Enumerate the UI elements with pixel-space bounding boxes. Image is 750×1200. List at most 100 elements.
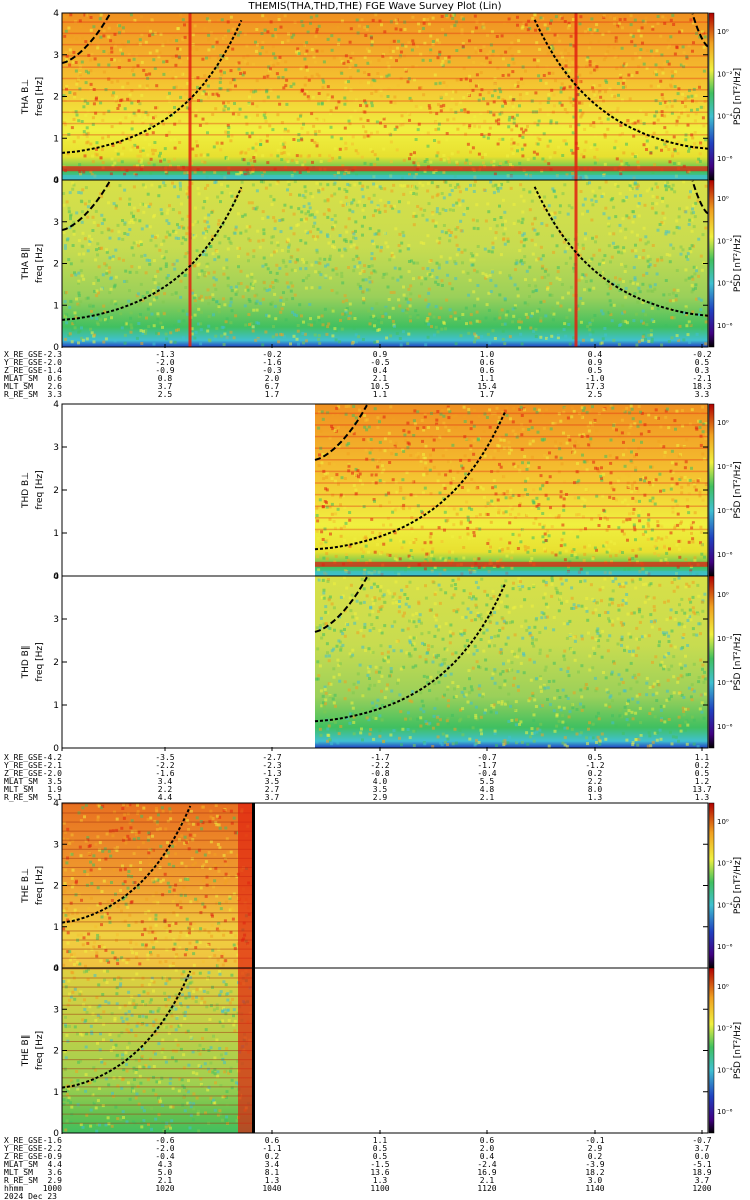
harmonic-line (62, 930, 252, 932)
y-tick-label: 2 (53, 486, 59, 496)
curve-left-dashed (61, 179, 112, 232)
curve (314, 583, 507, 723)
ephemeris-value: 0.4 (588, 350, 603, 359)
y-tick-label: 4 (53, 9, 59, 19)
spectrogram-panel-tha-par (61, 179, 715, 348)
data-gap-line (252, 968, 255, 1133)
ephemeris-value: 0.6 (48, 374, 63, 383)
ephemeris-value: 3.0 (588, 1176, 603, 1185)
panel-ylabel-freq: freq [Hz] (35, 1031, 45, 1070)
y-tick-label: 4 (53, 572, 59, 582)
y-tick-label: 0 (53, 964, 59, 974)
ephemeris-value: -1.2 (585, 761, 604, 770)
ephemeris-label: MLAT_SM (4, 777, 38, 786)
y-tick-label: 0 (53, 744, 59, 754)
colorbar (708, 575, 715, 749)
colorbar (708, 967, 715, 1134)
ephemeris-label: X_RE_GSE (4, 350, 43, 359)
ephemeris-value: 2.9 (48, 1176, 63, 1185)
y-tick-label: 3 (53, 1005, 59, 1015)
vertical-spike (188, 180, 192, 347)
y-tick-label: 0 (53, 572, 59, 582)
ephemeris-value: -2.7 (262, 753, 281, 762)
harmonic-line (315, 459, 708, 461)
ephemeris-value: 0.9 (373, 350, 388, 359)
ephemeris-value: 1200 (692, 1184, 711, 1193)
ephemeris-value: 0.2 (265, 1152, 280, 1161)
ephemeris-value: 1.3 (265, 1176, 280, 1185)
ephemeris-value: 0.2 (588, 769, 603, 778)
ephemeris-value: 1.2 (695, 777, 710, 786)
ephemeris-value: -1.6 (262, 358, 281, 367)
harmonic-line (315, 528, 708, 531)
edge-band (238, 968, 252, 1133)
ephemeris-label: X_RE_GSE (4, 1136, 43, 1145)
curve-right (533, 18, 709, 150)
low-band (62, 174, 708, 181)
ephemeris-value: 4.8 (480, 785, 495, 794)
panel-ylabel-freq: freq [Hz] (35, 77, 45, 116)
colorbar-tick-label: 10⁻² (717, 70, 733, 78)
ephemeris-value: 8.0 (588, 785, 603, 794)
colorbar-tick-label: 10⁰ (717, 818, 729, 826)
colorbar-tick-label: 10⁻⁴ (717, 1066, 733, 1074)
ephemeris-value: -0.8 (370, 769, 389, 778)
colorbar (708, 12, 715, 181)
harmonic-line (62, 894, 252, 896)
ephemeris-value: 13.7 (692, 785, 711, 794)
curve (61, 970, 192, 1089)
frequency-curves (61, 970, 192, 1089)
harmonic-line (62, 111, 708, 114)
ephemeris-value: 3.7 (695, 1144, 710, 1153)
harmonic-line (62, 88, 708, 91)
harmonic-line (62, 839, 252, 841)
harmonic-line (62, 1050, 252, 1052)
ephemeris-value: 1.3 (695, 793, 710, 802)
y-tick-label: 3 (53, 51, 59, 61)
harmonic-line (62, 876, 252, 878)
harmonic-line (315, 424, 708, 426)
vertical-spike (574, 180, 578, 347)
harmonic-line (62, 32, 708, 35)
panel-ylabel: THA B⊥ (21, 79, 31, 115)
ephemeris-value: -0.4 (155, 1152, 174, 1161)
frequency-curves (314, 404, 507, 551)
harmonic-line (62, 43, 708, 46)
ephemeris-value: 17.3 (585, 382, 604, 391)
frequency-curves (61, 179, 709, 321)
y-tick-label: 1 (53, 1088, 59, 1098)
harmonic-line (62, 866, 252, 868)
ephemeris-value: -2.0 (43, 769, 62, 778)
y-tick-label: 1 (53, 301, 59, 311)
ephemeris-value: -1.1 (262, 1144, 281, 1153)
ephemeris-label: Y_RE_GSE (4, 358, 43, 367)
colorbar-label: PSD [nT²/Hz] (733, 857, 743, 914)
ephemeris-value: 2.0 (265, 374, 280, 383)
ephemeris-value: -3.5 (155, 753, 174, 762)
y-tick-label: 0 (53, 343, 59, 353)
ephemeris-value: -1.3 (262, 769, 281, 778)
harmonic-line (62, 1041, 252, 1043)
ephemeris-value: 6.7 (265, 382, 280, 391)
ephemeris-value: -3.9 (585, 1160, 604, 1169)
ephemeris-value: -0.3 (262, 366, 281, 375)
ephemeris-value: 18.9 (692, 1168, 711, 1177)
colorbar-tick-label: 10⁻⁶ (717, 322, 733, 330)
ephemeris-value: -2.0 (43, 358, 62, 367)
y-tick-label: 4 (53, 964, 59, 974)
ephemeris-label: MLT_SM (4, 1168, 33, 1177)
harmonic-line (62, 857, 252, 859)
harmonic-line (62, 100, 708, 102)
ephemeris-value: 13.6 (370, 1168, 389, 1177)
harmonic-line (62, 1022, 252, 1024)
ephemeris-value: -2.3 (43, 350, 62, 359)
colorbar-tick-label: 10⁻⁴ (717, 113, 733, 121)
panel-ylabel-freq: freq [Hz] (35, 244, 45, 283)
ephemeris-value: 8.1 (265, 1168, 280, 1177)
ephemeris-value: -0.6 (155, 1136, 174, 1145)
ephemeris-value: 0.2 (695, 761, 710, 770)
ephemeris-value: 1.7 (265, 390, 280, 399)
harmonic-line (315, 493, 708, 496)
spectrogram-panel-thd-perp (61, 403, 715, 577)
colorbar-label: PSD [nT²/Hz] (733, 461, 743, 518)
